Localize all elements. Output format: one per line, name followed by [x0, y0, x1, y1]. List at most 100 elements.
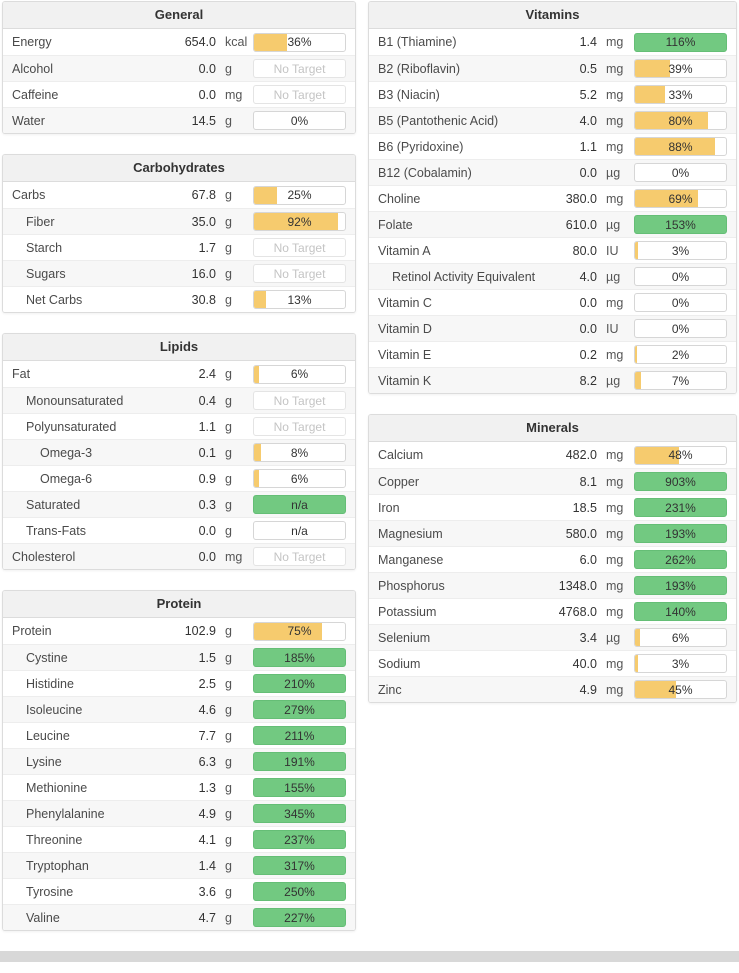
nutrient-row-vitamin-c[interactable]: Vitamin C 0.0 mg 0% — [369, 289, 736, 315]
nutrient-row-water[interactable]: Water 14.5 g 0% — [3, 107, 355, 133]
bar-percent-label: 153% — [665, 217, 696, 232]
nutrient-row-calcium[interactable]: Calcium 482.0 mg 48% — [369, 442, 736, 468]
target-progress-bar: No Target — [253, 59, 346, 78]
nutrient-row-fat[interactable]: Fat 2.4 g 6% — [3, 361, 355, 387]
nutrient-row-potassium[interactable]: Potassium 4768.0 mg 140% — [369, 598, 736, 624]
nutrient-unit: mg — [606, 552, 624, 567]
nutrient-row-valine[interactable]: Valine 4.7 g 227% — [3, 904, 355, 930]
nutrient-row-alcohol[interactable]: Alcohol 0.0 g No Target — [3, 55, 355, 81]
nutrient-rows: Carbs 67.8 g 25% Fiber 35.0 g 92% Starch 1.7 g No T… — [3, 182, 355, 312]
nutrient-row-histidine[interactable]: Histidine 2.5 g 210% — [3, 670, 355, 696]
nutrient-value: 654.0 — [184, 35, 216, 49]
nutrient-label: Net Carbs — [26, 292, 83, 307]
bar-percent-label: 0% — [671, 321, 690, 336]
nutrient-value: 1.7 — [198, 240, 216, 255]
nutrient-row-choline[interactable]: Choline 380.0 mg 69% — [369, 185, 736, 211]
nutrient-row-lysine[interactable]: Lysine 6.3 g 191% — [3, 748, 355, 774]
bar-percent-label: 231% — [665, 500, 696, 515]
nutrient-row-phenylalanine[interactable]: Phenylalanine 4.9 g 345% — [3, 800, 355, 826]
bar-percent-label: No Target — [273, 549, 326, 564]
nutrient-unit: g — [225, 419, 232, 434]
nutrient-row-isoleucine[interactable]: Isoleucine 4.6 g 279% — [3, 696, 355, 722]
nutrient-row-carbs[interactable]: Carbs 67.8 g 25% — [3, 182, 355, 208]
nutrient-row-cystine[interactable]: Cystine 1.5 g 185% — [3, 644, 355, 670]
nutrient-row-selenium[interactable]: Selenium 3.4 µg 6% — [369, 624, 736, 650]
nutrient-value: 1.3 — [198, 780, 216, 795]
nutrient-row-b6-pyridoxine[interactable]: B6 (Pyridoxine) 1.1 mg 88% — [369, 133, 736, 159]
nutrient-row-b2-riboflavin[interactable]: B2 (Riboflavin) 0.5 mg 39% — [369, 55, 736, 81]
nutrient-value: 67.8 — [191, 188, 216, 202]
target-progress-bar: 6% — [253, 364, 346, 384]
nutrient-row-net-carbs[interactable]: Net Carbs 30.8 g 13% — [3, 286, 355, 312]
nutrient-label: Choline — [378, 191, 421, 206]
nutrient-row-leucine[interactable]: Leucine 7.7 g 211% — [3, 722, 355, 748]
nutrient-row-omega-3[interactable]: Omega-3 0.1 g 8% — [3, 439, 355, 465]
nutrient-unit: mg — [606, 448, 624, 462]
nutrient-row-retinol-activity-equivalent[interactable]: Retinol Activity Equivalent 4.0 µg 0% — [369, 263, 736, 289]
bar-fill — [635, 86, 666, 103]
nutrient-value: 18.5 — [572, 500, 597, 515]
nutrient-row-monounsaturated[interactable]: Monounsaturated 0.4 g No Target — [3, 387, 355, 413]
section-title: Vitamins — [369, 2, 736, 29]
nutrient-row-magnesium[interactable]: Magnesium 580.0 mg 193% — [369, 520, 736, 546]
nutrient-row-methionine[interactable]: Methionine 1.3 g 155% — [3, 774, 355, 800]
nutrient-row-b3-niacin[interactable]: B3 (Niacin) 5.2 mg 33% — [369, 81, 736, 107]
bar-percent-label: 0% — [671, 165, 690, 180]
nutrient-value: 482.0 — [565, 448, 597, 462]
target-progress-bar: 250% — [253, 882, 346, 901]
nutrient-value: 0.0 — [198, 549, 216, 564]
nutrient-row-trans-fats[interactable]: Trans-Fats 0.0 g n/a — [3, 517, 355, 543]
nutrient-row-threonine[interactable]: Threonine 4.1 g 237% — [3, 826, 355, 852]
nutrient-row-protein[interactable]: Protein 102.9 g 75% — [3, 618, 355, 644]
bar-fill — [254, 622, 323, 640]
nutrient-label: Monounsaturated — [26, 393, 124, 408]
nutrient-row-copper[interactable]: Copper 8.1 mg 903% — [369, 468, 736, 494]
nutrient-row-folate[interactable]: Folate 610.0 µg 153% — [369, 211, 736, 237]
nutrient-row-vitamin-k[interactable]: Vitamin K 8.2 µg 7% — [369, 367, 736, 393]
nutrient-unit: g — [225, 445, 232, 460]
bar-percent-label: 45% — [668, 682, 693, 697]
nutrient-row-starch[interactable]: Starch 1.7 g No Target — [3, 234, 355, 260]
target-progress-bar: No Target — [253, 238, 346, 257]
target-progress-bar: 25% — [253, 185, 346, 205]
nutrient-row-tyrosine[interactable]: Tyrosine 3.6 g 250% — [3, 878, 355, 904]
nutrient-label: Iron — [378, 500, 400, 515]
nutrient-row-b12-cobalamin[interactable]: B12 (Cobalamin) 0.0 µg 0% — [369, 159, 736, 185]
nutrient-row-b5-pantothenic-acid[interactable]: B5 (Pantothenic Acid) 4.0 mg 80% — [369, 107, 736, 133]
nutrient-row-omega-6[interactable]: Omega-6 0.9 g 6% — [3, 465, 355, 491]
nutrient-row-sugars[interactable]: Sugars 16.0 g No Target — [3, 260, 355, 286]
target-progress-bar: 6% — [634, 628, 727, 647]
target-progress-bar: 227% — [253, 908, 346, 927]
nutrient-row-vitamin-e[interactable]: Vitamin E 0.2 mg 2% — [369, 341, 736, 367]
target-progress-bar: n/a — [253, 495, 346, 514]
nutrient-row-sodium[interactable]: Sodium 40.0 mg 3% — [369, 650, 736, 676]
nutrient-row-zinc[interactable]: Zinc 4.9 mg 45% — [369, 676, 736, 702]
nutrient-row-polyunsaturated[interactable]: Polyunsaturated 1.1 g No Target — [3, 413, 355, 439]
nutrient-row-iron[interactable]: Iron 18.5 mg 231% — [369, 494, 736, 520]
nutrient-row-tryptophan[interactable]: Tryptophan 1.4 g 317% — [3, 852, 355, 878]
nutrient-row-vitamin-d[interactable]: Vitamin D 0.0 IU 0% — [369, 315, 736, 341]
target-progress-bar: 8% — [253, 443, 346, 462]
bar-percent-label: 345% — [284, 806, 315, 821]
nutrient-row-caffeine[interactable]: Caffeine 0.0 mg No Target — [3, 81, 355, 107]
nutrient-row-b1-thiamine[interactable]: B1 (Thiamine) 1.4 mg 116% — [369, 29, 736, 55]
bar-percent-label: No Target — [273, 266, 326, 281]
nutrient-rows: Protein 102.9 g 75% Cystine 1.5 g 185% Histidine… — [3, 618, 355, 930]
nutrient-label: Copper — [378, 474, 419, 489]
target-progress-bar: 116% — [634, 32, 727, 52]
bar-percent-label: 2% — [671, 347, 690, 362]
nutrient-row-fiber[interactable]: Fiber 35.0 g 92% — [3, 208, 355, 234]
nutrient-row-manganese[interactable]: Manganese 6.0 mg 262% — [369, 546, 736, 572]
nutrient-row-energy[interactable]: Energy 654.0 kcal 36% — [3, 29, 355, 55]
bar-percent-label: 211% — [284, 728, 315, 743]
target-progress-bar: 6% — [253, 469, 346, 488]
nutrient-row-cholesterol[interactable]: Cholesterol 0.0 mg No Target — [3, 543, 355, 569]
bar-fill — [254, 291, 266, 308]
nutrient-unit: g — [225, 650, 232, 665]
bar-percent-label: n/a — [291, 523, 308, 538]
nutrient-row-saturated[interactable]: Saturated 0.3 g n/a — [3, 491, 355, 517]
section-title: Minerals — [369, 415, 736, 442]
nutrient-row-vitamin-a[interactable]: Vitamin A 80.0 IU 3% — [369, 237, 736, 263]
nutrient-row-phosphorus[interactable]: Phosphorus 1348.0 mg 193% — [369, 572, 736, 598]
bar-percent-label: 88% — [668, 139, 693, 154]
